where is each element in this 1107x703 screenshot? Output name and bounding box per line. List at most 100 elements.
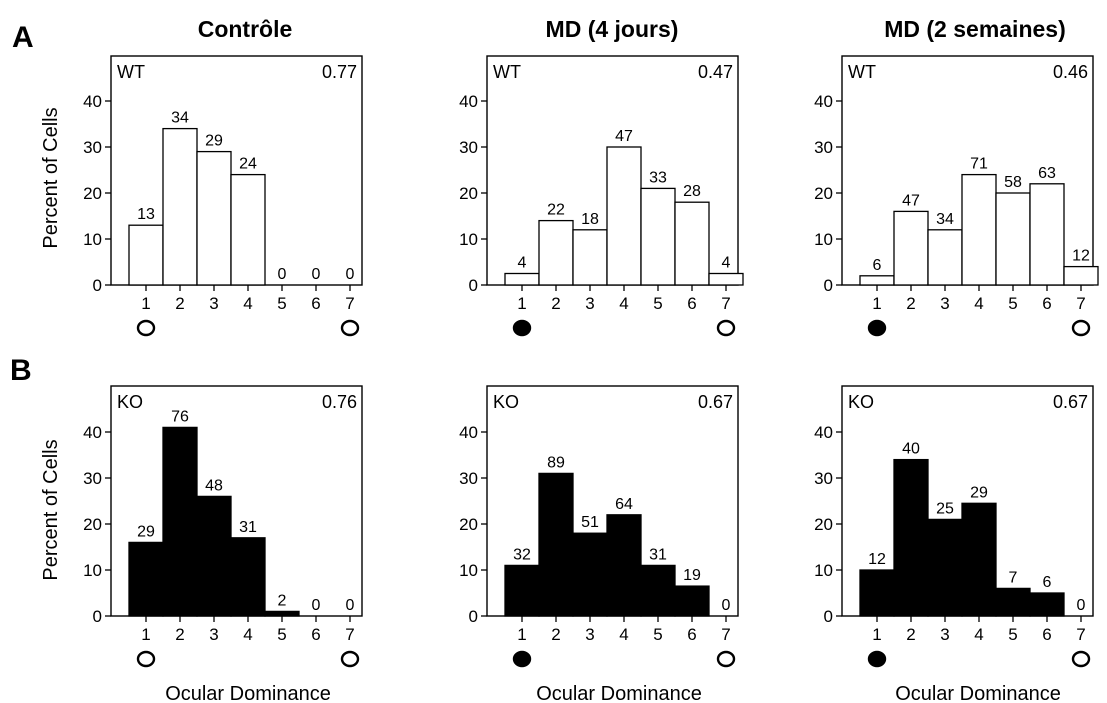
panel-ko-3: 0 10 20 30 40 KO 0.67 12 1 40 2 25 3 29 4 7 5 6 6 0 7 bbox=[814, 385, 1094, 668]
x-tick-label: 7 bbox=[345, 625, 354, 644]
x-tick-label: 5 bbox=[277, 625, 286, 644]
bar-cat-5 bbox=[995, 587, 1031, 617]
bar-cat-2 bbox=[538, 219, 574, 286]
bar-value-label: 32 bbox=[513, 546, 531, 563]
deprived-eye-marker-icon bbox=[512, 319, 532, 337]
x-tick-label: 4 bbox=[619, 294, 628, 313]
open-eye-marker-icon bbox=[1071, 319, 1091, 337]
open-eye-marker-icon bbox=[340, 650, 360, 668]
bar-value-label: 24 bbox=[239, 156, 257, 173]
bar-value-label: 51 bbox=[581, 514, 599, 531]
bar-value-label: 63 bbox=[1038, 165, 1056, 182]
y-tick-label: 40 bbox=[83, 423, 102, 442]
y-tick-label: 40 bbox=[814, 92, 833, 111]
bar-cat-3 bbox=[196, 150, 232, 286]
bar-value-label: 2 bbox=[278, 592, 287, 609]
genotype-label: WT bbox=[493, 62, 521, 82]
bar-value-label: 0 bbox=[312, 266, 321, 283]
bar-value-label: 31 bbox=[649, 546, 667, 563]
bar-value-label: 31 bbox=[239, 519, 257, 536]
x-tick-label: 1 bbox=[872, 625, 881, 644]
bar-value-label: 0 bbox=[722, 597, 731, 614]
y-tick-label: 30 bbox=[459, 469, 478, 488]
y-tick-label: 20 bbox=[814, 515, 833, 534]
bar-value-label: 0 bbox=[312, 597, 321, 614]
column-title-md-2-weeks: MD (2 semaines) bbox=[884, 16, 1066, 42]
x-tick-label: 3 bbox=[940, 625, 949, 644]
bar-cat-3 bbox=[572, 229, 608, 286]
deprived-eye-marker-icon bbox=[867, 319, 887, 337]
y-tick-label: 30 bbox=[814, 469, 833, 488]
bar-value-label: 29 bbox=[970, 484, 988, 501]
y-tick-label: 10 bbox=[83, 561, 102, 580]
x-tick-label: 4 bbox=[974, 625, 983, 644]
y-tick-label: 0 bbox=[824, 276, 833, 295]
bar-cat-2 bbox=[893, 210, 929, 286]
ocular-dominance-index: 0.47 bbox=[698, 62, 733, 82]
open-eye-marker-icon bbox=[136, 319, 156, 337]
bar-cat-4 bbox=[961, 173, 997, 286]
x-tick-label: 2 bbox=[175, 625, 184, 644]
x-tick-label: 7 bbox=[345, 294, 354, 313]
y-tick-label: 0 bbox=[93, 276, 102, 295]
y-tick-label: 10 bbox=[459, 230, 478, 249]
row-label-a: A bbox=[12, 21, 34, 54]
bar-value-label: 71 bbox=[970, 156, 988, 173]
x-tick-label: 3 bbox=[585, 294, 594, 313]
bar-value-label: 76 bbox=[171, 408, 189, 425]
bar-value-label: 6 bbox=[1043, 574, 1052, 591]
bar-value-label: 34 bbox=[171, 110, 189, 127]
x-tick-label: 4 bbox=[619, 625, 628, 644]
y-tick-label: 10 bbox=[83, 230, 102, 249]
x-tick-label: 5 bbox=[653, 625, 662, 644]
x-tick-label: 5 bbox=[1008, 625, 1017, 644]
y-tick-label: 30 bbox=[459, 138, 478, 157]
x-tick-label: 2 bbox=[906, 294, 915, 313]
x-tick-label: 3 bbox=[940, 294, 949, 313]
bar-value-label: 58 bbox=[1004, 174, 1022, 191]
bar-value-label: 12 bbox=[1072, 248, 1090, 265]
ocular-dominance-index: 0.77 bbox=[322, 62, 357, 82]
bar-value-label: 25 bbox=[936, 500, 954, 517]
bar-cat-3 bbox=[927, 229, 963, 286]
genotype-label: KO bbox=[117, 392, 143, 412]
bar-cat-5 bbox=[640, 564, 676, 617]
y-tick-label: 30 bbox=[83, 469, 102, 488]
genotype-label: WT bbox=[117, 62, 145, 82]
x-tick-label: 4 bbox=[243, 294, 252, 313]
x-tick-label: 2 bbox=[551, 625, 560, 644]
y-tick-label: 10 bbox=[814, 230, 833, 249]
bar-cat-2 bbox=[162, 127, 198, 286]
x-tick-label: 3 bbox=[585, 625, 594, 644]
y-tick-label: 0 bbox=[93, 607, 102, 626]
open-eye-marker-icon bbox=[716, 319, 736, 337]
bar-value-label: 48 bbox=[205, 477, 223, 494]
y-tick-label: 30 bbox=[83, 138, 102, 157]
bar-cat-1 bbox=[504, 272, 540, 286]
bar-value-label: 0 bbox=[346, 266, 355, 283]
x-tick-label: 6 bbox=[1042, 294, 1051, 313]
bar-value-label: 0 bbox=[346, 597, 355, 614]
x-tick-label: 7 bbox=[721, 294, 730, 313]
x-tick-label: 6 bbox=[311, 294, 320, 313]
bar-value-label: 47 bbox=[615, 128, 633, 145]
y-tick-label: 0 bbox=[824, 607, 833, 626]
bar-cat-2 bbox=[538, 472, 574, 617]
bar-value-label: 34 bbox=[936, 211, 954, 228]
deprived-eye-marker-icon bbox=[867, 650, 887, 668]
ocular-dominance-index: 0.46 bbox=[1053, 62, 1088, 82]
x-tick-label: 1 bbox=[141, 294, 150, 313]
genotype-label: WT bbox=[848, 62, 876, 82]
y-tick-label: 20 bbox=[814, 184, 833, 203]
bar-cat-1 bbox=[128, 224, 164, 286]
bar-value-label: 29 bbox=[137, 523, 155, 540]
ocular-dominance-index: 0.67 bbox=[1053, 392, 1088, 412]
open-eye-marker-icon bbox=[136, 650, 156, 668]
bar-cat-5 bbox=[995, 192, 1031, 286]
bar-value-label: 0 bbox=[278, 266, 287, 283]
bar-cat-1 bbox=[128, 541, 164, 617]
y-tick-label: 40 bbox=[459, 92, 478, 111]
bar-value-label: 7 bbox=[1009, 569, 1018, 586]
y-tick-label: 20 bbox=[459, 184, 478, 203]
